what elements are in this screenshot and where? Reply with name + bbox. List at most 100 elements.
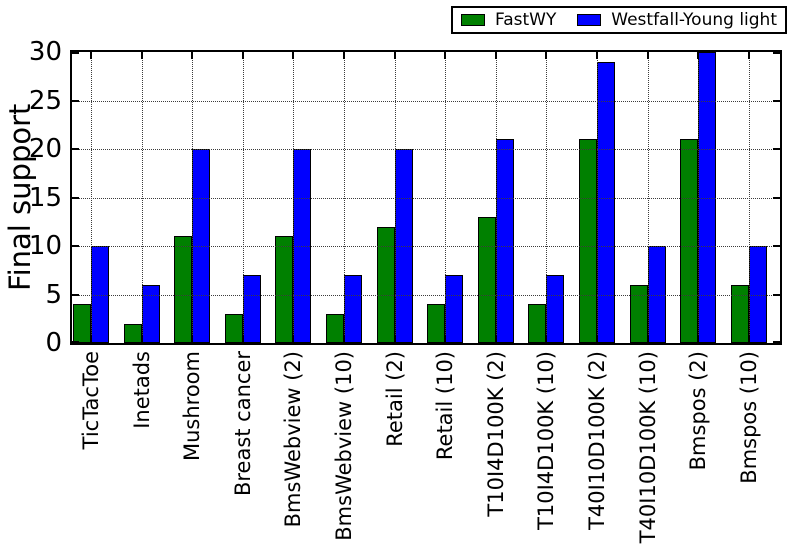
x-tick-mark-top xyxy=(242,52,244,59)
legend-item-fastwy: FastWY xyxy=(461,10,556,30)
x-tick-label: Retail (2) xyxy=(383,351,407,447)
x-tick-mark-bottom xyxy=(748,336,750,343)
y-tick-label: 5 xyxy=(45,280,62,310)
bar-wylight xyxy=(546,275,564,343)
y-tick-mark-right xyxy=(773,100,780,102)
x-tick-label: BmsWebview (10) xyxy=(332,351,356,541)
y-tick-mark-left xyxy=(72,341,79,343)
gridline-vertical xyxy=(293,52,294,343)
x-tick-mark-bottom xyxy=(596,336,598,343)
x-tick-mark-top xyxy=(697,52,699,59)
x-tick-label: Mushroom xyxy=(180,351,204,462)
x-tick-mark-top xyxy=(444,52,446,59)
x-tick-label: T40I10D100K (2) xyxy=(585,351,609,530)
gridline-vertical xyxy=(496,52,497,343)
y-tick-label: 10 xyxy=(28,231,62,261)
legend-swatch-fastwy xyxy=(461,14,485,26)
gridline-vertical xyxy=(648,52,649,343)
bar-fastwy xyxy=(174,236,192,343)
x-tick-mark-bottom xyxy=(90,336,92,343)
gridline-vertical xyxy=(91,52,92,343)
x-tick-mark-bottom xyxy=(292,336,294,343)
y-tick-mark-right xyxy=(773,245,780,247)
bar-wylight xyxy=(243,275,261,343)
x-tick-mark-bottom xyxy=(444,336,446,343)
bar-fastwy xyxy=(579,139,597,343)
x-tick-mark-bottom xyxy=(697,336,699,343)
bar-wylight xyxy=(597,62,615,343)
y-tick-mark-left xyxy=(72,245,79,247)
x-tick-mark-top xyxy=(647,52,649,59)
legend-label-wylight: Westfall-Young light xyxy=(611,10,777,30)
y-tick-mark-left xyxy=(72,52,79,54)
gridline-vertical xyxy=(749,52,750,343)
y-tick-mark-left xyxy=(72,197,79,199)
bar-fastwy xyxy=(680,139,698,343)
x-tick-mark-bottom xyxy=(495,336,497,343)
x-tick-mark-top xyxy=(596,52,598,59)
y-tick-mark-left xyxy=(72,148,79,150)
x-tick-mark-bottom xyxy=(141,336,143,343)
x-tick-label: Inetads xyxy=(130,351,154,429)
gridline-vertical xyxy=(445,52,446,343)
x-tick-mark-top xyxy=(90,52,92,59)
x-tick-label: Retail (10) xyxy=(433,351,457,461)
y-tick-label: 20 xyxy=(28,134,62,164)
bar-wylight xyxy=(445,275,463,343)
plot-area xyxy=(70,50,782,345)
bar-fastwy xyxy=(124,324,142,343)
x-tick-mark-bottom xyxy=(343,336,345,343)
gridline-horizontal xyxy=(72,295,780,296)
gridline-horizontal xyxy=(72,246,780,247)
y-tick-mark-right xyxy=(773,148,780,150)
x-tick-mark-bottom xyxy=(545,336,547,343)
x-tick-mark-bottom xyxy=(191,336,193,343)
bar-fastwy xyxy=(225,314,243,343)
y-tick-label: 15 xyxy=(28,183,62,213)
bar-fastwy xyxy=(377,227,395,343)
bar-wylight xyxy=(142,285,160,343)
gridline-vertical xyxy=(142,52,143,343)
bar-fastwy xyxy=(528,304,546,343)
bar-fastwy xyxy=(630,285,648,343)
gridline-vertical xyxy=(344,52,345,343)
bar-fastwy xyxy=(427,304,445,343)
bar-fastwy xyxy=(731,285,749,343)
x-tick-mark-top xyxy=(343,52,345,59)
legend-swatch-wylight xyxy=(577,14,602,26)
x-tick-mark-top xyxy=(292,52,294,59)
bar-wylight xyxy=(344,275,362,343)
x-tick-label: T10I4D100K (10) xyxy=(534,351,558,530)
legend-label-fastwy: FastWY xyxy=(495,10,557,30)
gridline-vertical xyxy=(597,52,598,343)
gridline-vertical xyxy=(192,52,193,343)
x-tick-mark-top xyxy=(191,52,193,59)
y-tick-label: 30 xyxy=(28,37,62,67)
gridline-vertical xyxy=(395,52,396,343)
legend: FastWY Westfall-Young light xyxy=(451,6,787,34)
y-tick-label: 25 xyxy=(28,86,62,116)
y-tick-mark-right xyxy=(773,197,780,199)
x-tick-label: T10I4D100K (2) xyxy=(484,351,508,517)
x-tick-label: Bmspos (2) xyxy=(686,351,710,471)
y-tick-mark-left xyxy=(72,294,79,296)
y-tick-mark-right xyxy=(773,294,780,296)
x-tick-label: Breast cancer xyxy=(231,351,255,497)
x-tick-mark-top xyxy=(141,52,143,59)
x-tick-mark-top xyxy=(748,52,750,59)
x-tick-mark-bottom xyxy=(394,336,396,343)
bar-fastwy xyxy=(73,304,91,343)
x-tick-mark-top xyxy=(495,52,497,59)
bar-fastwy xyxy=(478,217,496,343)
x-tick-mark-top xyxy=(545,52,547,59)
x-tick-mark-bottom xyxy=(242,336,244,343)
x-tick-mark-bottom xyxy=(647,336,649,343)
bar-fastwy xyxy=(275,236,293,343)
gridline-horizontal xyxy=(72,149,780,150)
gridline-vertical xyxy=(698,52,699,343)
y-tick-mark-left xyxy=(72,100,79,102)
gridline-horizontal xyxy=(72,101,780,102)
y-tick-label: 0 xyxy=(45,328,62,358)
x-tick-label: Bmspos (10) xyxy=(737,351,761,484)
